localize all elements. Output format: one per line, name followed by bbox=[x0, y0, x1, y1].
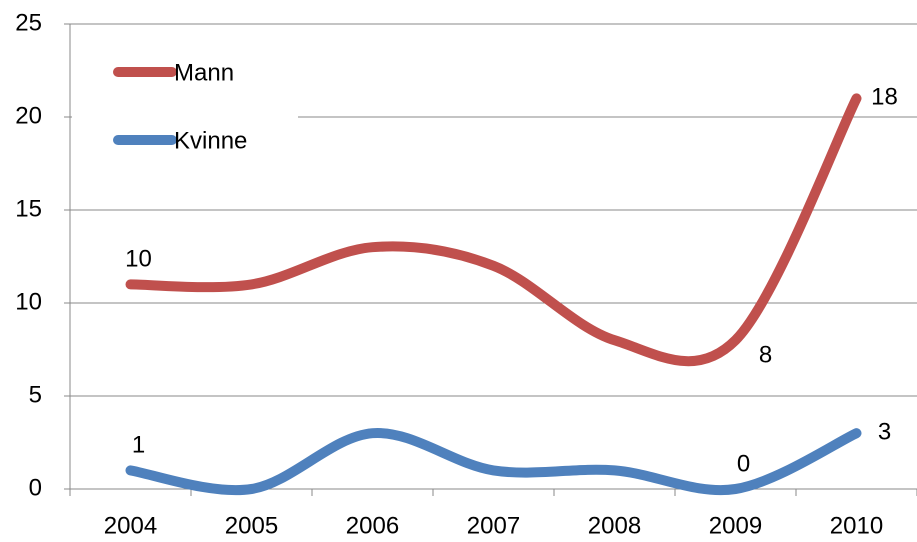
legend-bg bbox=[72, 36, 298, 166]
y-tick-label: 0 bbox=[29, 474, 42, 501]
series-line bbox=[125, 93, 862, 367]
y-tick-label: 25 bbox=[15, 9, 42, 36]
x-tick-label: 2005 bbox=[225, 512, 278, 539]
data-label: 8 bbox=[759, 342, 772, 369]
data-label: 10 bbox=[125, 246, 152, 273]
y-tick-label: 20 bbox=[15, 102, 42, 129]
series-line bbox=[125, 428, 862, 495]
legend-label: Kvinne bbox=[174, 127, 247, 154]
x-tick-label: 2006 bbox=[346, 512, 399, 539]
legend-label: Mann bbox=[174, 59, 234, 86]
data-label: 1 bbox=[132, 432, 145, 459]
y-tick-label: 15 bbox=[15, 195, 42, 222]
y-tick-label: 10 bbox=[15, 288, 42, 315]
x-tick-label: 2009 bbox=[709, 512, 762, 539]
x-tick-label: 2004 bbox=[104, 512, 157, 539]
data-label: 0 bbox=[737, 450, 750, 477]
data-label: 3 bbox=[878, 419, 891, 446]
x-tick-label: 2008 bbox=[588, 512, 641, 539]
x-tick-label: 2010 bbox=[830, 512, 883, 539]
y-tick-label: 5 bbox=[29, 381, 42, 408]
x-tick-label: 2007 bbox=[467, 512, 520, 539]
data-label: 18 bbox=[871, 84, 898, 111]
